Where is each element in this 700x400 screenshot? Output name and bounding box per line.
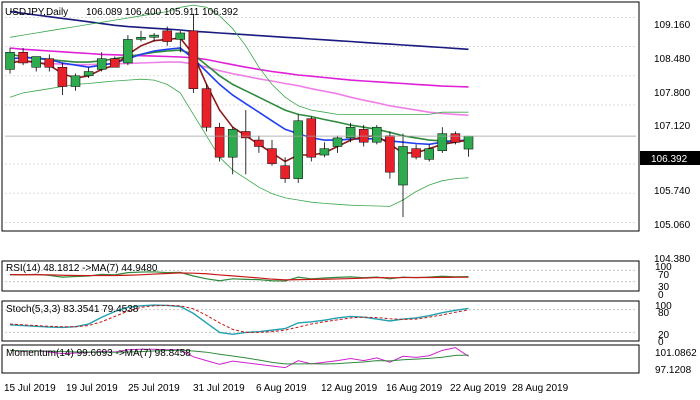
price-panel-frame — [1, 1, 640, 232]
candle-bear — [57, 66, 68, 87]
rsi-tick: 30 — [658, 282, 670, 293]
candle-bull — [70, 75, 81, 87]
date-label: 22 Aug 2019 — [450, 383, 507, 394]
date-label: 31 Jul 2019 — [193, 383, 245, 394]
candle-bull — [123, 39, 133, 64]
moving-average-line — [9, 60, 469, 116]
candle-bull — [332, 137, 343, 147]
momentum-line — [9, 347, 469, 369]
date-label: 19 Jul 2019 — [66, 383, 118, 394]
candle-bear — [188, 30, 199, 89]
momentum-panel-frame — [1, 344, 640, 374]
date-label: 12 Aug 2019 — [321, 383, 378, 394]
candle-bear — [411, 148, 421, 158]
candle-bear — [162, 30, 172, 42]
candle-bear — [254, 139, 264, 147]
candle-bear — [241, 131, 251, 139]
stoch-k-line — [9, 304, 469, 336]
price-marks — [5, 4, 636, 218]
candle-bear — [267, 148, 277, 164]
current-price-value: 106.392 — [651, 154, 688, 165]
momentum-label: Momentum(14) 99.6693 ->MA(7) 98.8458 — [6, 348, 191, 359]
candle-bull — [372, 126, 382, 143]
rsi-tick: 100 — [655, 262, 672, 273]
candle-bull — [345, 126, 356, 139]
candle-bear — [110, 58, 120, 68]
candle-bear — [306, 118, 317, 158]
candle-bull — [463, 135, 474, 150]
x-axis: 15 Jul 2019 19 Jul 2019 25 Jul 2019 31 J… — [4, 383, 569, 394]
price-tick: 105.740 — [654, 186, 691, 197]
current-price-tag — [640, 151, 700, 165]
candle-bull — [5, 52, 15, 70]
momentum-ma-line — [9, 349, 469, 365]
price-tick: 107.120 — [654, 121, 691, 132]
candle-bull — [31, 56, 41, 68]
price-tick: 108.480 — [654, 54, 691, 65]
candle-bear — [450, 133, 461, 143]
candle-bull — [437, 133, 448, 152]
rsi-label: RSI(14) 48.1812 ->MA(7) 44.9480 — [6, 263, 158, 274]
rsi-ma-line — [9, 272, 469, 281]
candle-bear — [385, 135, 395, 173]
moving-average-line — [9, 49, 469, 142]
moving-average-line — [9, 10, 469, 51]
rsi-panel-frame — [1, 260, 640, 292]
candle-bull — [319, 148, 330, 156]
candle-bear — [44, 58, 55, 68]
candle-bear — [214, 126, 225, 158]
ohlc-readout: 106.089 106.400 105.911 106.392 — [86, 7, 239, 18]
stoch-label: Stoch(5,3,3) 83.3541 79.4538 — [6, 304, 139, 315]
price-tick: 109.160 — [654, 20, 691, 31]
candle-bear — [280, 165, 290, 179]
candle-bear — [201, 88, 212, 128]
date-label: 28 Aug 2019 — [512, 383, 569, 394]
stoch-tick: 20 — [658, 330, 670, 341]
candle-bull — [293, 120, 303, 179]
candle-bull — [149, 34, 159, 38]
candle-bull — [424, 148, 434, 160]
momentum-tick: 97.1208 — [655, 365, 692, 376]
candle-bull — [136, 37, 146, 40]
price-gridlines — [5, 17, 636, 223]
date-label: 16 Aug 2019 — [386, 383, 443, 394]
symbol-label: USDJPY,Daily — [5, 7, 68, 18]
indicator-marks — [5, 269, 636, 369]
price-axis: 109.160 108.480 107.800 107.120 105.740 … — [654, 20, 691, 265]
candle-bull — [398, 146, 408, 186]
stoch-tick: 80 — [658, 308, 670, 319]
stoch-panel-frame — [1, 300, 640, 342]
rsi-tick: 70 — [658, 270, 670, 281]
price-tick: 107.800 — [654, 88, 691, 99]
bollinger-band-line — [9, 78, 469, 207]
candle-bull — [83, 71, 94, 77]
stoch-d-line — [9, 304, 469, 333]
candle-bull — [175, 32, 186, 40]
candle-bull — [227, 129, 238, 158]
stoch-tick: 0 — [658, 337, 664, 348]
bollinger-band-line — [9, 4, 469, 115]
moving-average-line — [9, 47, 469, 88]
date-label: 6 Aug 2019 — [256, 383, 307, 394]
date-label: 15 Jul 2019 — [4, 383, 56, 394]
candle-bull — [96, 58, 107, 70]
price-tick: 105.060 — [654, 220, 691, 231]
price-tick: 104.380 — [654, 254, 691, 265]
candle-bear — [18, 52, 28, 64]
rsi-tick: 0 — [658, 290, 664, 301]
momentum-tick: 101.0862 — [655, 348, 697, 359]
stoch-tick: 100 — [655, 301, 672, 312]
date-label: 25 Jul 2019 — [128, 383, 180, 394]
